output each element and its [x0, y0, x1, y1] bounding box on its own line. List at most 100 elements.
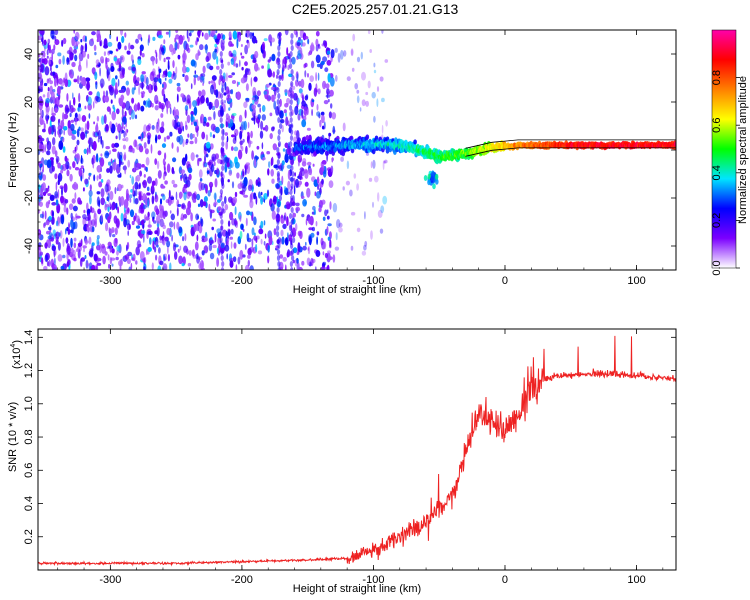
noise-speck [63, 113, 69, 120]
noise-speck [51, 245, 56, 252]
y-tick-label: -20 [23, 190, 35, 206]
noise-speck [69, 51, 74, 61]
noise-speck [178, 255, 183, 265]
noise-speck [315, 220, 318, 227]
noise-speck [346, 76, 351, 82]
colorbar-tick-label: 0.4 [711, 165, 723, 180]
noise-streak-speck [221, 45, 225, 51]
noise-speck [54, 150, 58, 158]
noise-speck [77, 197, 82, 205]
noise-speck [229, 160, 232, 165]
noise-speck [148, 219, 151, 227]
x-tick-label: 0 [502, 275, 508, 287]
noise-speck [41, 257, 44, 265]
noise-speck [169, 131, 173, 137]
noise-speck [296, 73, 299, 83]
noise-speck [284, 103, 289, 108]
noise-speck [234, 191, 238, 198]
noise-speck [43, 222, 46, 229]
noise-streak-speck [276, 231, 280, 237]
noise-speck [128, 42, 131, 51]
noise-speck [57, 172, 63, 182]
noise-speck [103, 44, 109, 49]
noise-speck [319, 119, 322, 128]
noise-speck [104, 150, 110, 159]
noise-speck [184, 74, 189, 82]
noise-speck [257, 250, 263, 255]
noise-speck [50, 66, 52, 72]
noise-speck [298, 170, 303, 181]
noise-speck [91, 264, 96, 270]
noise-streak-speck [221, 141, 225, 147]
noise-speck [135, 260, 138, 265]
noise-speck [107, 216, 111, 224]
noise-speck [316, 236, 318, 245]
noise-speck [96, 237, 100, 246]
noise-speck [243, 176, 248, 187]
noise-speck [143, 266, 146, 270]
noise-speck [82, 214, 87, 220]
noise-speck [137, 102, 141, 111]
colorbar-tick-label: 0.0 [711, 260, 723, 275]
noise-speck [184, 176, 190, 180]
noise-speck [167, 245, 169, 255]
noise-speck [361, 99, 366, 107]
noise-speck [251, 227, 255, 236]
noise-speck [182, 186, 185, 194]
noise-speck [171, 179, 175, 185]
noise-streak-speck [220, 267, 225, 270]
noise-speck [332, 202, 338, 213]
noise-streak-speck [289, 201, 293, 207]
noise-streak-speck [220, 111, 224, 117]
noise-speck [176, 207, 179, 217]
noise-streak-speck [221, 135, 225, 141]
noise-speck [120, 30, 123, 36]
noise-streak-speck [290, 243, 294, 249]
noise-speck [324, 252, 328, 259]
noise-speck [201, 250, 205, 256]
noise-speck [287, 169, 291, 180]
noise-speck [71, 198, 76, 204]
noise-speck [224, 244, 230, 252]
noise-speck [313, 87, 318, 97]
noise-speck [144, 194, 148, 205]
noise-speck [130, 54, 134, 62]
noise-speck [71, 61, 76, 68]
noise-speck [279, 254, 284, 259]
noise-speck [382, 160, 385, 171]
noise-speck [67, 258, 71, 266]
noise-speck [301, 161, 307, 167]
noise-speck [171, 166, 175, 175]
noise-speck [70, 123, 75, 131]
noise-speck [258, 191, 261, 199]
noise-speck [126, 258, 131, 264]
noise-speck [287, 180, 291, 191]
noise-speck [252, 86, 257, 97]
noise-speck [71, 129, 77, 135]
noise-speck [356, 56, 361, 63]
noise-speck [119, 160, 122, 165]
noise-speck [230, 228, 234, 235]
noise-speck [240, 77, 246, 84]
noise-speck [241, 66, 244, 71]
noise-speck [295, 178, 299, 188]
noise-speck [157, 150, 162, 156]
signal-speck [413, 139, 417, 145]
noise-speck [38, 135, 40, 142]
noise-speck [327, 73, 331, 83]
noise-speck [165, 31, 170, 35]
noise-speck [60, 195, 64, 204]
noise-speck [188, 32, 192, 37]
noise-streak-speck [290, 219, 294, 225]
noise-speck [247, 184, 253, 191]
noise-speck [345, 180, 350, 186]
noise-speck [161, 74, 166, 78]
noise-speck [260, 196, 264, 205]
snr-y-label: SNR (10 * v/v) [7, 402, 19, 472]
noise-speck [231, 72, 235, 76]
noise-streak-speck [290, 81, 294, 87]
noise-speck [46, 91, 50, 100]
noise-speck [186, 30, 189, 39]
noise-speck [364, 240, 368, 247]
noise-streak-speck [277, 33, 281, 39]
